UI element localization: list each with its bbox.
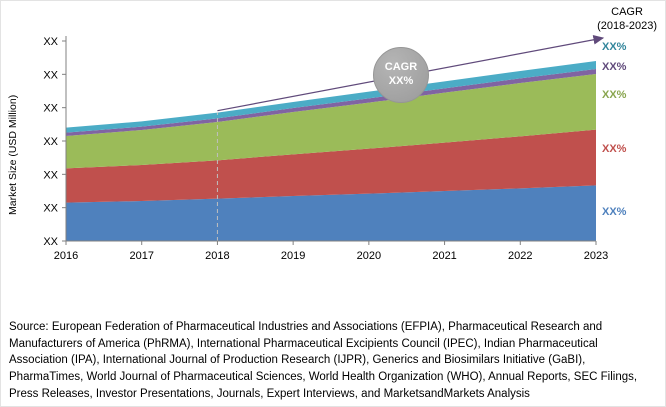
cagr-value-green: XX% <box>602 89 627 101</box>
cagr-bubble-value: XX% <box>388 75 414 87</box>
y-axis-title: Market Size (USD Million) <box>7 94 19 215</box>
cagr-bubble-label: CAGR <box>384 61 418 74</box>
source-text: Source: European Federation of Pharmaceu… <box>9 321 638 400</box>
y-tick-label: XX <box>43 136 58 148</box>
area-segment-blue <box>66 185 596 241</box>
x-tick-label: 2022 <box>508 250 532 262</box>
area-segment-green <box>66 74 596 169</box>
cagr-value-red: XX% <box>602 143 627 155</box>
x-tick-label: 2023 <box>584 250 608 262</box>
x-tick-label: 2021 <box>432 250 456 262</box>
y-tick-label: XX <box>43 203 58 215</box>
cagr-bubble: CAGR XX% <box>373 47 429 103</box>
cagr-header: CAGR (2018-2023) <box>597 5 657 34</box>
x-tick-label: 2018 <box>205 250 229 262</box>
x-tick-label: 2017 <box>129 250 153 262</box>
cagr-value-purple: XX% <box>602 61 627 73</box>
cagr-value-teal: XX% <box>602 41 627 53</box>
x-tick-label: 2020 <box>357 250 381 262</box>
y-tick-label: XX <box>43 103 58 115</box>
x-tick-label: 2019 <box>281 250 305 262</box>
y-tick-label: XX <box>43 36 58 48</box>
chart-plot: XX XX XX XX XX XX XX 2016 2017 2018 2019 2020 2021 20… <box>43 35 608 262</box>
y-tick-label: XX <box>43 236 58 248</box>
area-segment-red <box>66 129 596 203</box>
area-segment-purple <box>66 69 596 136</box>
stacked-area-chart: XX XX XX XX XX XX XX 2016 2017 2018 2019 2020 2021 20… <box>1 1 665 301</box>
cagr-header-title: CAGR <box>611 6 643 18</box>
cagr-header-range: (2018-2023) <box>597 20 657 33</box>
cagr-value-blue: XX% <box>602 206 627 218</box>
y-tick-label: XX <box>43 169 58 181</box>
area-segment-teal <box>66 61 596 133</box>
x-tick-label: 2016 <box>54 250 78 262</box>
y-tick-label: XX <box>43 69 58 81</box>
